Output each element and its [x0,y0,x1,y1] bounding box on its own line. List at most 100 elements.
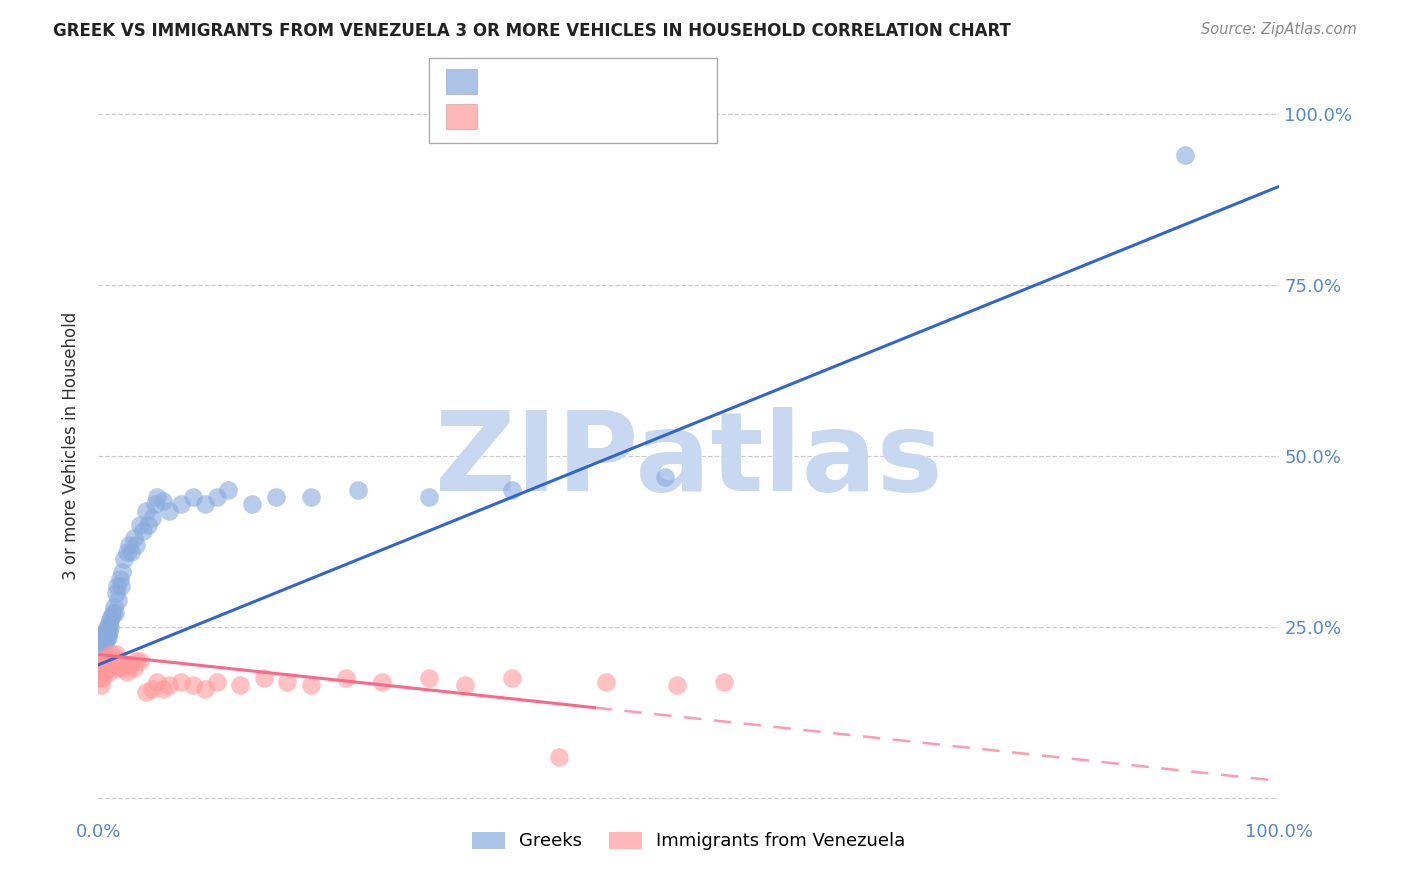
Point [90,637,112,651]
Point [98,620,121,634]
Point [96,631,118,645]
Point [548,750,571,764]
Point [111,566,134,580]
Point [97,661,120,675]
Point [141,510,163,524]
Point [90,678,112,692]
Point [115,545,138,559]
Text: N =: N = [579,108,631,126]
Point [108,572,131,586]
Point [121,657,143,672]
Text: R =: R = [488,108,527,126]
Point [104,651,127,665]
Point [136,517,159,532]
Point [146,674,169,689]
Point [1174,148,1197,162]
Text: R =: R = [488,72,527,90]
Point [104,607,127,621]
Point [93,637,115,651]
Point [125,654,148,668]
Point [93,627,115,641]
Point [418,490,440,504]
Point [94,654,117,668]
Point [91,640,114,655]
Point [121,545,143,559]
Text: ZIPatlas: ZIPatlas [434,407,943,514]
Text: GREEK VS IMMIGRANTS FROM VENEZUELA 3 OR MORE VEHICLES IN HOUSEHOLD CORRELATION C: GREEK VS IMMIGRANTS FROM VENEZUELA 3 OR … [53,22,1011,40]
Point [110,579,132,593]
Point [98,654,121,668]
Point [418,672,440,686]
Point [135,504,157,518]
Point [666,678,689,692]
Point [205,490,228,504]
Point [91,661,114,675]
Y-axis label: 3 or more Vehicles in Household: 3 or more Vehicles in Household [62,312,80,580]
Point [105,579,128,593]
Text: Source: ZipAtlas.com: Source: ZipAtlas.com [1201,22,1357,37]
Point [107,592,129,607]
Point [128,517,150,532]
Point [112,551,135,566]
Point [101,654,124,668]
Point [98,624,121,638]
Point [89,672,111,686]
Point [93,657,115,672]
Point [96,620,118,634]
Point [110,657,132,672]
Text: 0.712: 0.712 [526,72,582,90]
Point [654,469,676,483]
Point [132,524,155,539]
Point [141,681,163,696]
Point [105,586,128,600]
Point [94,633,117,648]
Point [501,672,523,686]
Point [103,599,125,614]
Point [96,651,118,665]
Point [122,661,145,675]
Point [105,648,128,662]
Point [98,616,121,631]
Point [157,678,180,692]
Text: 54: 54 [626,72,651,90]
Point [91,665,114,679]
Point [98,657,121,672]
Point [135,685,157,699]
Point [108,654,131,668]
Point [94,661,117,675]
Point [501,483,523,498]
Point [595,674,617,689]
Point [94,654,117,668]
Point [170,674,193,689]
Point [100,661,122,675]
Point [152,681,174,696]
Point [181,490,204,504]
Point [93,665,115,679]
Point [335,672,357,686]
Point [98,665,121,679]
Point [125,538,148,552]
Point [97,627,120,641]
Point [152,493,174,508]
Point [276,674,298,689]
Point [105,654,128,668]
Point [146,490,169,504]
Point [100,648,122,662]
Point [97,631,120,645]
Point [103,657,125,672]
Point [194,497,217,511]
Point [118,657,141,672]
Point [94,624,117,638]
Point [347,483,370,498]
Point [194,681,217,696]
Point [264,490,287,504]
Point [229,678,252,692]
Point [112,657,135,672]
Text: N =: N = [579,72,631,90]
Point [91,672,114,686]
Point [240,497,263,511]
Point [205,674,228,689]
Legend: Greeks, Immigrants from Venezuela: Greeks, Immigrants from Venezuela [465,824,912,857]
Text: 60: 60 [626,108,651,126]
Point [97,654,120,668]
